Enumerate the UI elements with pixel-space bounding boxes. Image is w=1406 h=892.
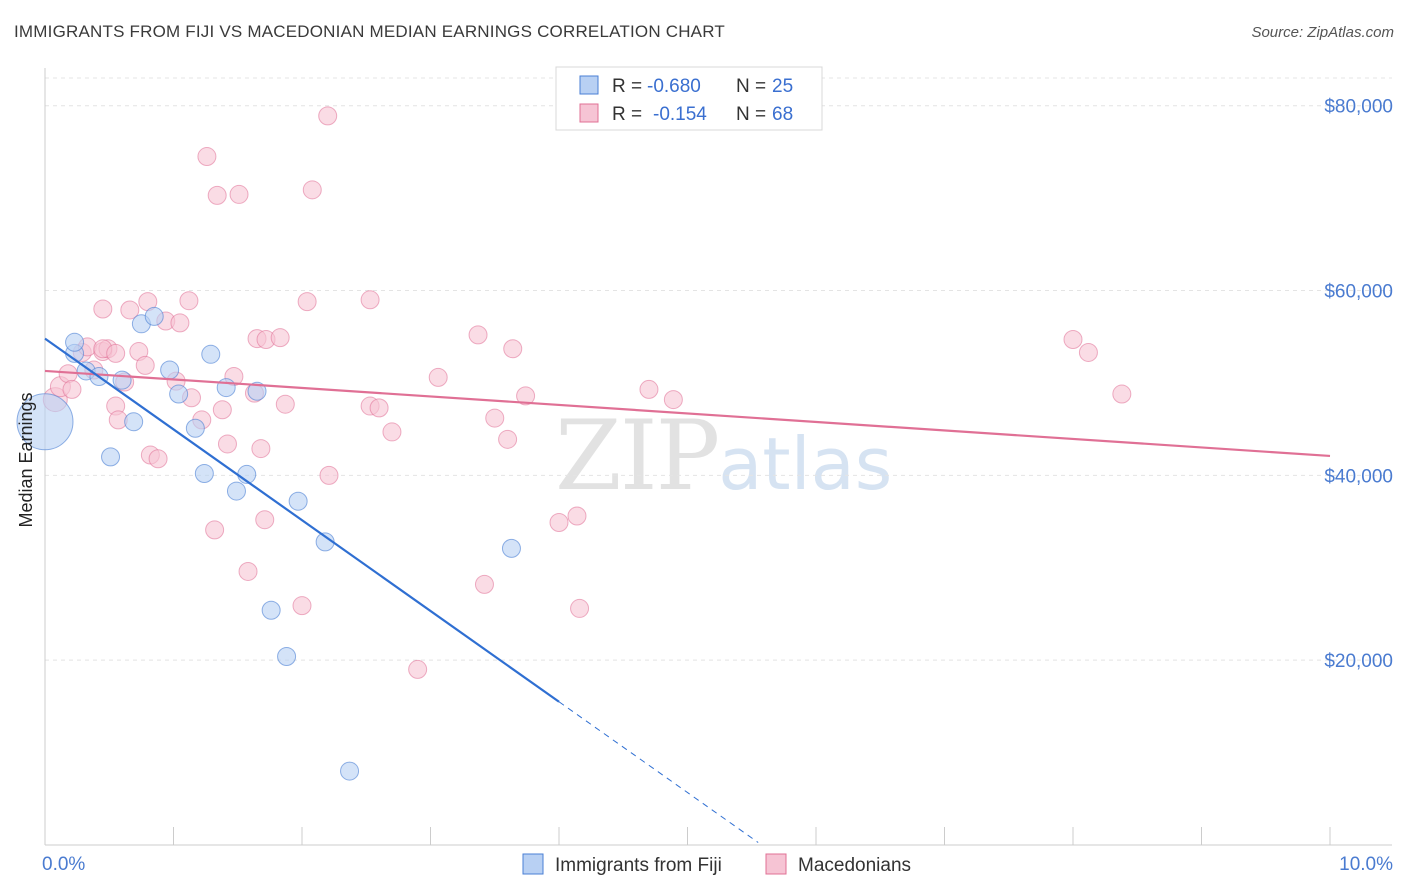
legend-n-value: 25 — [772, 76, 793, 97]
bottom-swatch-macedonian — [765, 853, 787, 875]
fiji-point — [65, 332, 85, 352]
macedonian-point — [135, 355, 155, 375]
macedonian-point — [1063, 330, 1083, 350]
legend-n-label: N = — [736, 104, 766, 125]
y-tick-label: $60,000 — [1324, 282, 1393, 303]
macedonian-point — [229, 184, 249, 204]
fiji-point — [261, 600, 281, 620]
source-credit: Source: ZipAtlas.com — [1251, 24, 1394, 41]
bottom-legend-macedonian: Macedonians — [798, 855, 911, 876]
macedonian-point — [297, 292, 317, 312]
legend-swatch-macedonian — [579, 103, 599, 123]
macedonian-point — [251, 439, 271, 459]
fiji-point — [185, 418, 205, 438]
macedonian-point — [516, 386, 536, 406]
fiji-point — [501, 538, 521, 558]
macedonian-point — [197, 147, 217, 167]
macedonian-point — [567, 506, 587, 526]
macedonian-point — [217, 434, 237, 454]
macedonian-trend-line — [44, 369, 1331, 458]
fiji-point — [169, 384, 189, 404]
fiji-point — [101, 447, 121, 467]
macedonians-points — [42, 106, 1132, 679]
fiji-point — [160, 360, 180, 380]
bottom-swatch-fiji — [522, 853, 544, 875]
macedonian-point — [238, 561, 258, 581]
fiji-point — [340, 761, 360, 781]
legend-n-label: N = — [736, 76, 766, 97]
legend-r-value: -0.154 — [653, 104, 707, 125]
macedonian-point — [207, 185, 227, 205]
macedonian-point — [663, 390, 683, 410]
trend-lines — [44, 337, 1331, 843]
zipatlas-watermark: ZIPatlas — [555, 400, 892, 512]
macedonian-point — [170, 313, 190, 333]
macedonian-point — [408, 659, 428, 679]
fiji-point — [247, 381, 267, 401]
watermark-zip: ZIP — [555, 400, 720, 512]
fiji-point — [226, 481, 246, 501]
legend-n-value: 68 — [772, 104, 793, 125]
macedonian-point — [302, 180, 322, 200]
macedonian-point — [275, 394, 295, 414]
macedonian-point — [382, 422, 402, 442]
fiji-trend-extension — [558, 701, 759, 843]
macedonian-point — [319, 465, 339, 485]
macedonian-point — [468, 325, 488, 345]
correlation-legend: R = -0.680 N = 25 R = -0.154 N = 68 — [555, 66, 823, 131]
macedonian-point — [212, 400, 232, 420]
macedonian-point — [93, 299, 113, 319]
fiji-point — [277, 646, 297, 666]
fiji-point — [112, 370, 132, 390]
fiji-point — [216, 378, 236, 398]
macedonian-point — [205, 520, 225, 540]
fiji-point — [124, 412, 144, 432]
macedonian-point — [570, 598, 590, 618]
macedonian-point — [179, 291, 199, 311]
macedonian-point — [270, 328, 290, 348]
macedonian-point — [120, 300, 140, 320]
macedonian-point — [485, 408, 505, 428]
fiji-point — [144, 306, 164, 326]
fiji-points — [16, 306, 521, 781]
macedonian-point — [360, 290, 380, 310]
x-tick-label: 0.0% — [42, 854, 85, 875]
y-tick-label: $20,000 — [1324, 651, 1393, 672]
fiji-point — [194, 464, 214, 484]
macedonian-point — [498, 429, 518, 449]
macedonian-point — [255, 510, 275, 530]
legend-r-label: R = — [612, 76, 642, 97]
y-axis-label: Median Earnings — [16, 392, 36, 527]
macedonian-point — [369, 398, 389, 418]
series-legend: Immigrants from Fiji Macedonians — [522, 853, 911, 876]
macedonian-point — [1112, 384, 1132, 404]
macedonian-point — [474, 574, 494, 594]
y-tick-label: $40,000 — [1324, 466, 1393, 487]
macedonian-point — [62, 379, 82, 399]
tick-labels: $20,000 $40,000 $60,000 $80,000 0.0% 10.0% — [42, 97, 1393, 875]
macedonian-point — [549, 512, 569, 532]
macedonian-point — [639, 379, 659, 399]
y-tick-label: $80,000 — [1324, 97, 1393, 118]
fiji-point — [288, 491, 308, 511]
bottom-legend-fiji: Immigrants from Fiji — [555, 855, 722, 876]
fiji-trend-line — [44, 337, 560, 703]
fiji-point — [201, 344, 221, 364]
macedonian-point — [503, 339, 523, 359]
legend-swatch-fiji — [579, 75, 599, 95]
macedonian-point — [148, 449, 168, 469]
fiji-point — [16, 393, 74, 451]
watermark-atlas: atlas — [718, 422, 893, 506]
legend-r-label: R = — [612, 104, 642, 125]
macedonian-point — [1078, 342, 1098, 362]
macedonian-point — [106, 343, 126, 363]
legend-r-value: -0.680 — [647, 76, 701, 97]
macedonian-point — [292, 596, 312, 616]
chart-title: IMMIGRANTS FROM FIJI VS MACEDONIAN MEDIA… — [14, 22, 725, 41]
x-tick-label: 10.0% — [1339, 854, 1393, 875]
axes — [44, 68, 1392, 846]
macedonian-point — [318, 106, 338, 126]
macedonian-point — [428, 367, 448, 387]
